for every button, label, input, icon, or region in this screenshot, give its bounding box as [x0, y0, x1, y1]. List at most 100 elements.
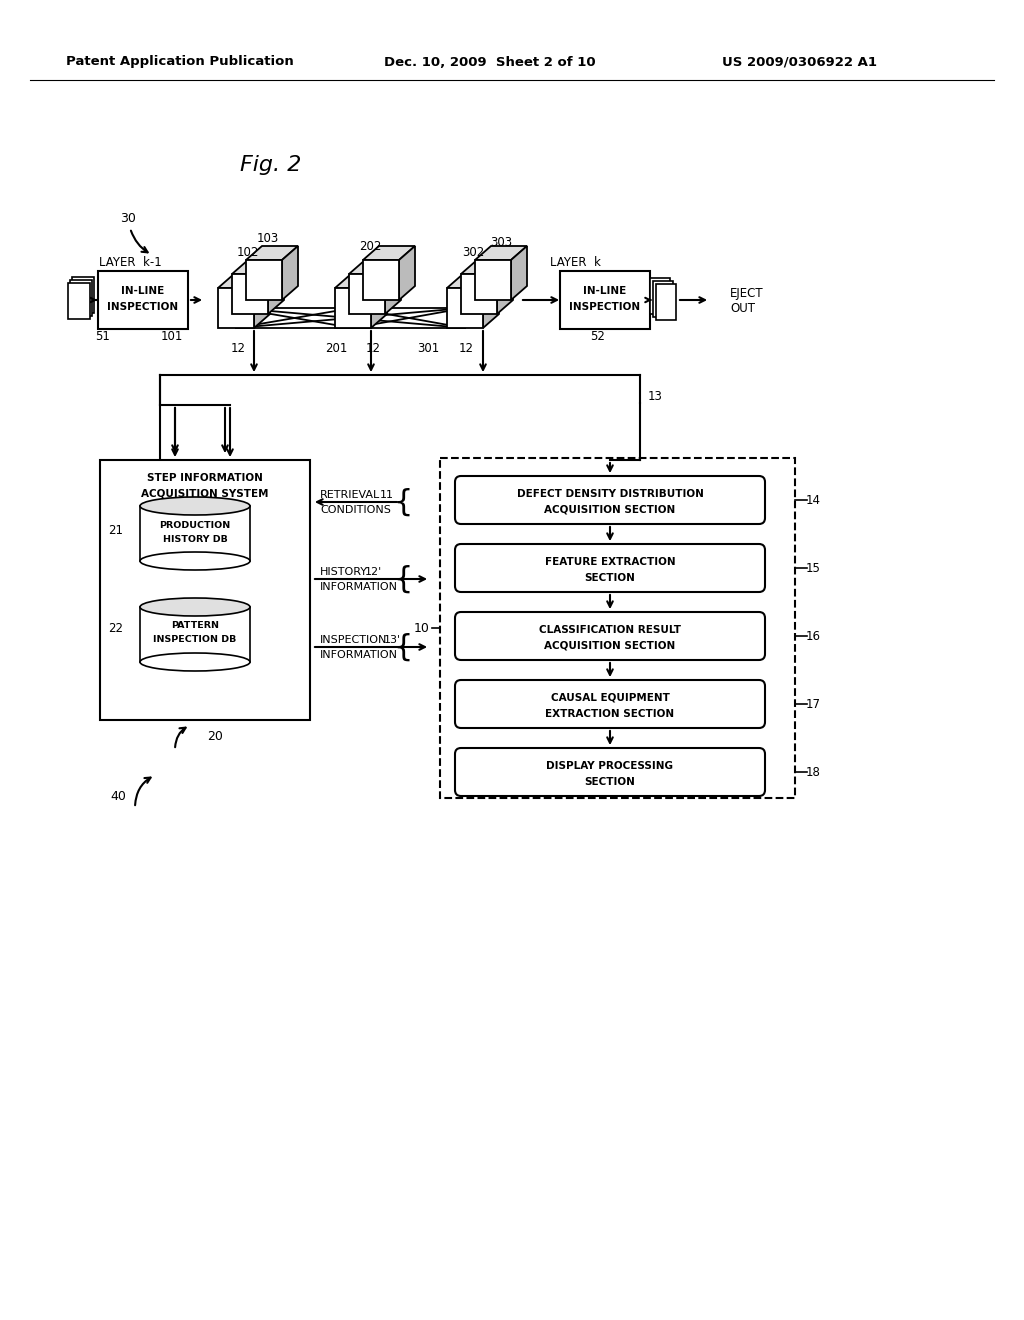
Text: 12: 12	[230, 342, 246, 355]
Text: EJECT: EJECT	[730, 286, 764, 300]
Text: FEATURE EXTRACTION: FEATURE EXTRACTION	[545, 557, 675, 568]
Polygon shape	[399, 246, 415, 300]
Text: RETRIEVAL: RETRIEVAL	[319, 490, 380, 500]
Polygon shape	[511, 246, 527, 300]
Bar	[140, 607, 250, 663]
Text: INSPECTION DB: INSPECTION DB	[154, 635, 237, 644]
Ellipse shape	[140, 552, 250, 570]
Text: 13': 13'	[383, 635, 400, 645]
Text: PATTERN: PATTERN	[171, 622, 219, 631]
Text: 201: 201	[325, 342, 347, 355]
Text: 22: 22	[108, 622, 123, 635]
Text: INSPECTION: INSPECTION	[108, 302, 178, 312]
Bar	[447, 288, 483, 327]
Text: 12': 12'	[365, 568, 382, 577]
Text: 11: 11	[380, 490, 394, 500]
Bar	[656, 284, 676, 319]
Text: 10: 10	[414, 622, 430, 635]
Polygon shape	[497, 260, 513, 314]
Text: 16: 16	[806, 630, 820, 643]
Polygon shape	[246, 246, 298, 260]
Polygon shape	[385, 260, 401, 314]
Text: 20: 20	[207, 730, 223, 742]
Text: DISPLAY PROCESSING: DISPLAY PROCESSING	[547, 762, 674, 771]
Text: HISTORY DB: HISTORY DB	[163, 535, 227, 544]
Polygon shape	[335, 275, 387, 288]
Bar	[218, 288, 254, 327]
Polygon shape	[362, 246, 415, 260]
Text: 302: 302	[462, 246, 484, 259]
Text: ACQUISITION SECTION: ACQUISITION SECTION	[545, 506, 676, 515]
Text: SECTION: SECTION	[585, 777, 636, 787]
Polygon shape	[475, 246, 527, 260]
FancyBboxPatch shape	[455, 612, 765, 660]
Text: DEFECT DENSITY DISTRIBUTION: DEFECT DENSITY DISTRIBUTION	[516, 488, 703, 499]
Text: {: {	[393, 565, 413, 594]
Ellipse shape	[140, 653, 250, 671]
Bar	[140, 506, 250, 561]
Bar	[475, 260, 511, 300]
Bar	[335, 288, 371, 327]
Polygon shape	[254, 275, 270, 327]
FancyBboxPatch shape	[455, 748, 765, 796]
Text: US 2009/0306922 A1: US 2009/0306922 A1	[723, 55, 878, 69]
Text: INSPECTION: INSPECTION	[569, 302, 641, 312]
Text: Dec. 10, 2009  Sheet 2 of 10: Dec. 10, 2009 Sheet 2 of 10	[384, 55, 596, 69]
Text: 103: 103	[257, 231, 280, 244]
FancyBboxPatch shape	[455, 680, 765, 729]
Ellipse shape	[140, 598, 250, 616]
Bar	[461, 275, 497, 314]
Text: 14: 14	[806, 494, 820, 507]
Text: Fig. 2: Fig. 2	[240, 154, 301, 176]
Text: CLASSIFICATION RESULT: CLASSIFICATION RESULT	[539, 624, 681, 635]
Text: 15: 15	[806, 561, 820, 574]
Polygon shape	[483, 275, 499, 327]
Text: Patent Application Publication: Patent Application Publication	[67, 55, 294, 69]
Text: INFORMATION: INFORMATION	[319, 649, 398, 660]
Polygon shape	[371, 275, 387, 327]
Text: EXTRACTION SECTION: EXTRACTION SECTION	[546, 709, 675, 719]
Text: 13: 13	[647, 391, 663, 404]
Text: 301: 301	[417, 342, 439, 355]
Text: HISTORY: HISTORY	[319, 568, 368, 577]
Text: STEP INFORMATION: STEP INFORMATION	[147, 473, 263, 483]
Bar	[560, 271, 650, 329]
Text: 18: 18	[806, 766, 820, 779]
Polygon shape	[461, 260, 513, 275]
Text: INSPECTION: INSPECTION	[319, 635, 387, 645]
Text: 202: 202	[358, 239, 381, 252]
Polygon shape	[447, 275, 499, 288]
Ellipse shape	[140, 498, 250, 515]
Bar	[100, 459, 310, 719]
Text: IN-LINE: IN-LINE	[584, 286, 627, 296]
FancyBboxPatch shape	[455, 544, 765, 591]
Text: 30: 30	[120, 211, 136, 224]
Text: CONDITIONS: CONDITIONS	[319, 506, 391, 515]
Text: 303: 303	[490, 235, 512, 248]
Text: 17: 17	[806, 697, 820, 710]
Bar	[98, 271, 188, 329]
Polygon shape	[349, 260, 401, 275]
Text: SECTION: SECTION	[585, 573, 636, 583]
Text: CAUSAL EQUIPMENT: CAUSAL EQUIPMENT	[551, 693, 670, 704]
Text: 12: 12	[459, 342, 473, 355]
Polygon shape	[232, 260, 284, 275]
Bar	[653, 281, 673, 317]
Bar	[650, 279, 670, 314]
Text: ACQUISITION SECTION: ACQUISITION SECTION	[545, 642, 676, 651]
Bar	[232, 275, 268, 314]
Bar	[70, 280, 92, 315]
Text: INFORMATION: INFORMATION	[319, 582, 398, 591]
Text: 102: 102	[237, 246, 259, 259]
Text: IN-LINE: IN-LINE	[122, 286, 165, 296]
Text: LAYER  k: LAYER k	[550, 256, 600, 269]
Text: 51: 51	[95, 330, 111, 343]
Bar	[246, 260, 282, 300]
Text: 40: 40	[110, 789, 126, 803]
Text: 52: 52	[591, 330, 605, 343]
Bar	[362, 260, 399, 300]
FancyBboxPatch shape	[455, 477, 765, 524]
Text: ACQUISITION SYSTEM: ACQUISITION SYSTEM	[141, 488, 268, 498]
Text: 101: 101	[161, 330, 183, 343]
Text: OUT: OUT	[730, 301, 755, 314]
